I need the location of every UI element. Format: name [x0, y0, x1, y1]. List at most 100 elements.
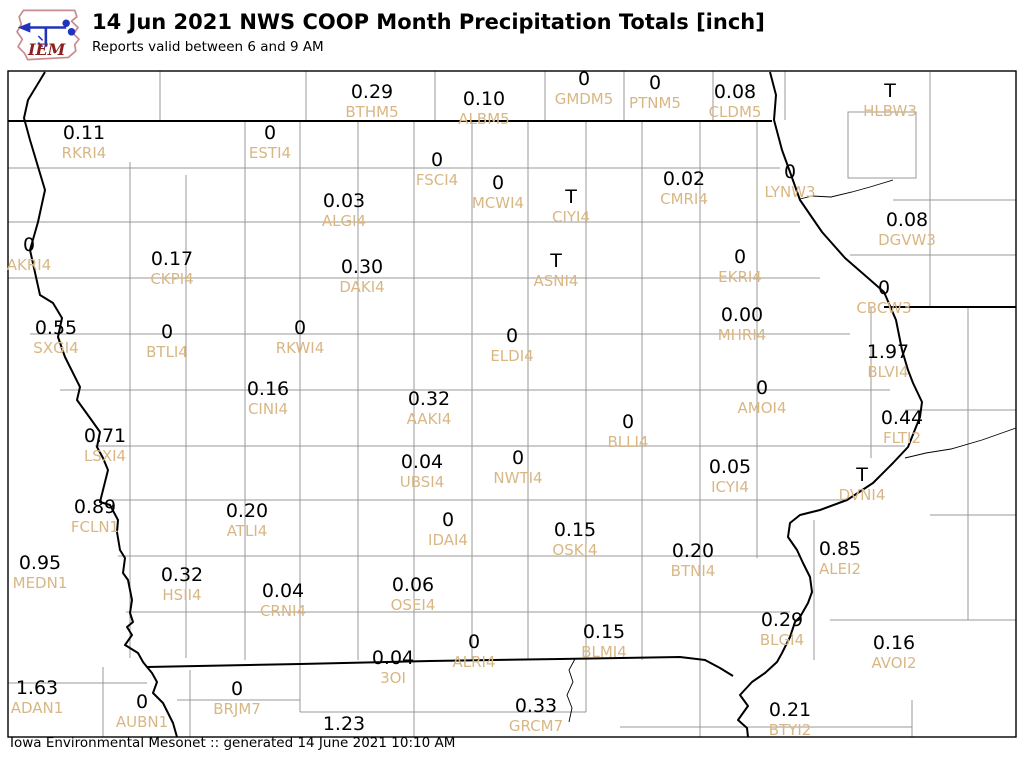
station-label: 0.02 CMRI4	[660, 168, 708, 208]
station-label: 0.04 CRNI4	[259, 580, 307, 620]
station-value: 0.44	[880, 407, 924, 429]
station-id: BTNI4	[670, 562, 716, 580]
station-value: 0.06	[391, 574, 435, 596]
station-id: CBCW3	[856, 299, 912, 317]
station-id: DVNI4	[838, 486, 886, 504]
station-id: ALGI4	[321, 212, 367, 230]
station-id: NWTI4	[493, 469, 543, 487]
iem-logo-text: IEM	[28, 40, 66, 59]
station-id: ALRI4	[452, 653, 496, 671]
station-label: 0.71 LSXI4	[84, 426, 126, 465]
station-value: 0.04	[261, 580, 305, 602]
station-value: 0	[511, 447, 525, 469]
station-id: CRNI4	[259, 602, 307, 620]
county-lines-layer	[8, 71, 1016, 737]
station-id: CMRI4	[660, 190, 708, 208]
station-id: CIYI4	[551, 208, 591, 226]
station-label: 0 AKRI4	[7, 234, 52, 274]
station-id: GMDM5	[554, 90, 614, 108]
station-id: ALBM5	[458, 110, 510, 128]
station-id: SXGI4	[33, 339, 79, 357]
station-label: 0.21 BTYI2	[768, 700, 812, 739]
station-value: 0	[135, 691, 149, 713]
station-value: 0.10	[462, 88, 506, 110]
station-id: MHRI4	[717, 326, 767, 344]
station-value: 0.33	[514, 695, 558, 717]
station-id: BTHM5	[345, 103, 399, 121]
map-frame	[7, 70, 1017, 738]
station-id: BLMI4	[581, 643, 627, 661]
station-value: 0	[648, 72, 662, 94]
station-label: 0 IDAI4	[428, 509, 468, 549]
station-value: 0.08	[885, 209, 929, 231]
station-id: MEDN1	[12, 574, 68, 592]
station-label: 0 PTNM5	[629, 72, 681, 112]
station-id: 3OI	[380, 669, 406, 687]
station-id: PTNM5	[629, 94, 681, 112]
station-value: 0	[430, 149, 444, 171]
station-label: 0.00 MHRI4	[717, 304, 767, 344]
station-id: ADAN1	[10, 699, 64, 717]
station-value: 0	[230, 678, 244, 700]
station-value: 1.23	[322, 713, 366, 735]
station-label: 0.08 CLDM5	[709, 81, 762, 121]
page-title: 14 Jun 2021 NWS COOP Month Precipitation…	[92, 10, 765, 34]
station-value: T	[550, 250, 562, 272]
station-label: 0 MCWI4	[471, 173, 525, 212]
station-label: 0.10 ALBM5	[458, 88, 510, 128]
station-value: 0	[755, 377, 769, 399]
station-id: BLLI4	[607, 433, 649, 451]
station-value: 1.97	[866, 341, 910, 363]
iem-logo-graphic	[16, 9, 80, 61]
station-label: 0.32 HSII4	[161, 565, 203, 604]
station-label: 0 ELDI4	[490, 326, 533, 365]
station-value: 0	[22, 234, 36, 256]
station-label: 0.17 CKPI4	[150, 249, 194, 288]
station-id: MCWI4	[471, 194, 525, 212]
station-label: 0 ALRI4	[452, 632, 496, 671]
station-value: 0	[577, 68, 591, 90]
station-id: AVOI2	[871, 654, 917, 672]
station-value: 0.11	[62, 122, 106, 144]
station-value: 0.04	[371, 647, 415, 669]
station-value: 0.02	[662, 168, 706, 190]
station-value: 0.00	[720, 304, 764, 326]
station-label: 0 ESTI4	[248, 122, 292, 162]
station-label: 1.97 BLVI4	[866, 341, 910, 381]
station-label: 0 AUBN1	[116, 691, 168, 731]
station-value: 0.05	[708, 456, 752, 478]
station-label: 0 NWTI4	[493, 447, 543, 487]
station-id: ESTI4	[248, 144, 292, 162]
station-label: 0 CBCW3	[856, 277, 912, 317]
station-value: 1.63	[15, 677, 59, 699]
station-value: 0.20	[671, 540, 715, 562]
station-id: UBSI4	[399, 473, 445, 491]
station-id: DAKI4	[339, 278, 385, 296]
station-label: 0 BLLI4	[607, 411, 649, 451]
station-id: CKPI4	[150, 270, 194, 288]
station-label: 0 RKWI4	[276, 318, 325, 357]
station-value: 0	[441, 509, 455, 531]
station-id: BLGI4	[759, 631, 805, 649]
station-value: 0.55	[34, 317, 78, 339]
station-value: 0	[263, 122, 277, 144]
station-value: 0.15	[582, 621, 626, 643]
station-id: BTYI2	[768, 721, 812, 739]
station-label: 0.08 DGVW3	[878, 209, 936, 249]
station-value: 0.89	[73, 496, 117, 518]
station-value: 0	[877, 277, 891, 299]
header: IEM 14 Jun 2021 NWS COOP Month Precipita…	[0, 0, 1024, 70]
station-id: DGVW3	[878, 231, 936, 249]
station-value: 0.08	[713, 81, 757, 103]
station-id: CINI4	[247, 400, 289, 418]
station-label: 0 BRJM7	[213, 678, 261, 718]
station-label: T HLBW3	[863, 81, 917, 120]
station-label: 0.20 ATLI4	[226, 501, 268, 540]
station-value: 0.04	[400, 451, 444, 473]
station-id: RKRI4	[61, 144, 107, 162]
station-value: 0.30	[340, 256, 384, 278]
station-value: 0	[621, 411, 635, 433]
